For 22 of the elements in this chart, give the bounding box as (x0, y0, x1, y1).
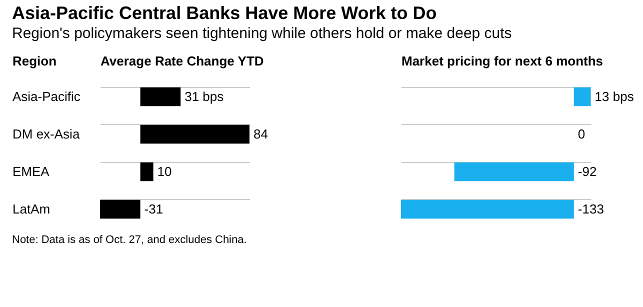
data-label: -92 (578, 164, 597, 179)
text: Note: Data is as of Oct. 27, and excludes China. (12, 234, 247, 246)
bar (100, 200, 140, 219)
data-label: -31 (144, 201, 164, 216)
data-label: -133 (578, 201, 604, 216)
data-label: 31 bps (184, 88, 224, 104)
y-tick-label: EMEA (12, 164, 50, 179)
y-axis-title: Region (12, 54, 57, 68)
bar (140, 87, 181, 106)
x-axis-title: Average Rate Change YTD (100, 54, 264, 68)
bar (140, 124, 250, 144)
data-label: 84 (254, 126, 268, 142)
chart-title: Asia-Pacific Central Banks Have More Work to Do (12, 3, 437, 23)
data-label: 0 (578, 126, 586, 142)
data-label: 13 bps (594, 88, 634, 104)
x-axis-title: Market pricing for next 6 months (402, 54, 604, 68)
y-tick-label: LatAm (12, 201, 50, 216)
y-tick-label: DM ex-Asia (12, 126, 80, 142)
data-label: 10 (157, 164, 172, 179)
chart-subtitle: Region's policymakers seen tightening while others hold or make deep cuts (12, 25, 512, 42)
bar (140, 162, 154, 182)
y-tick-label: Asia-Pacific (12, 88, 81, 104)
